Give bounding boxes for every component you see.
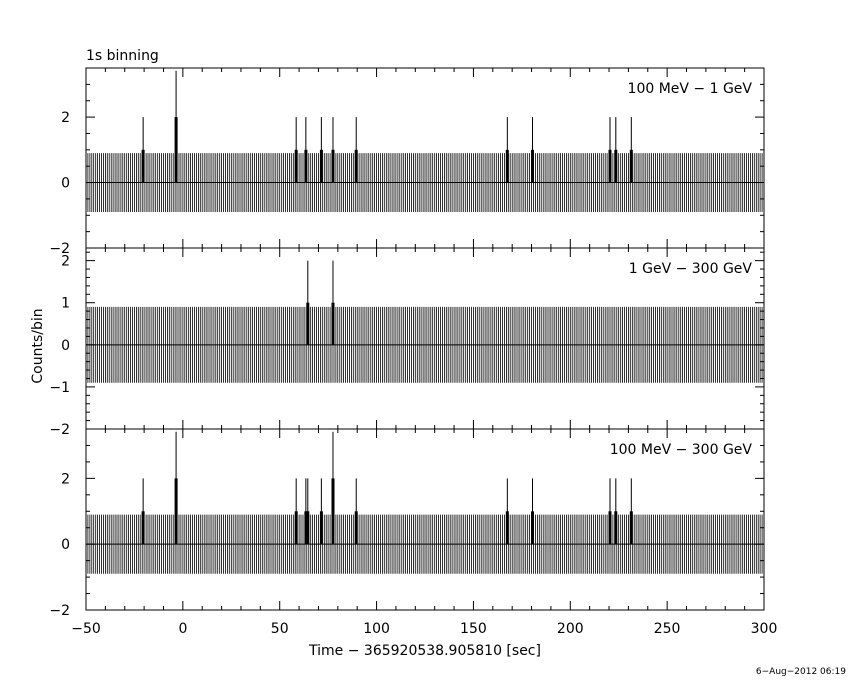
- y-tick-label: 1: [61, 296, 70, 312]
- count-bar: [608, 511, 612, 545]
- count-bar: [174, 117, 178, 183]
- count-bar: [505, 149, 509, 183]
- count-bar: [614, 511, 618, 545]
- y-tick-label: 0: [61, 176, 70, 192]
- y-tick-label: −2: [49, 241, 70, 257]
- count-bar: [331, 478, 335, 545]
- x-tick-label: 300: [751, 621, 778, 637]
- y-tick-label: 2: [61, 471, 70, 487]
- count-bar: [331, 149, 335, 183]
- count-bar: [319, 149, 323, 183]
- x-tick-label: 0: [178, 621, 187, 637]
- energy-band-label: 1 GeV − 300 GeV: [629, 261, 753, 277]
- y-tick-label: −2: [49, 603, 70, 619]
- chart-title: 1s binning: [86, 48, 159, 64]
- count-bar: [294, 149, 298, 183]
- x-tick-label: 200: [557, 621, 584, 637]
- panels-group: −2 0 2 100 MeV − 1 GeV −2 −1 0 1 2 1 GeV − 300 Ge…: [49, 67, 778, 637]
- count-bar: [531, 149, 534, 183]
- y-tick-label: −2: [49, 422, 70, 438]
- x-tick-label: −50: [71, 621, 101, 637]
- energy-band-label: 100 MeV − 1 GeV: [628, 81, 753, 97]
- count-bar: [141, 511, 145, 545]
- x-tick-label: 250: [654, 621, 681, 637]
- y-tick-label: 2: [61, 254, 70, 270]
- count-bar: [354, 149, 358, 183]
- count-bar: [629, 511, 633, 545]
- energy-band-label: 100 MeV − 300 GeV: [610, 442, 753, 458]
- count-bar: [141, 149, 145, 183]
- count-bar: [304, 149, 308, 183]
- count-bar: [505, 511, 509, 545]
- y-tick-label: 0: [61, 537, 70, 553]
- x-tick-label: 150: [460, 621, 487, 637]
- count-bar: [304, 511, 308, 545]
- panel-frame: [85, 428, 765, 611]
- y-tick-label: 2: [61, 110, 70, 126]
- count-bar: [319, 511, 323, 545]
- timestamp: 6−Aug−2012 06:19: [756, 667, 846, 677]
- panel-2: −2 −1 0 1 2 1 GeV − 300 GeV: [49, 247, 765, 438]
- x-tick-label: 100: [363, 621, 390, 637]
- count-bar: [331, 302, 335, 345]
- count-bar: [306, 511, 310, 545]
- y-axis-label: Counts/bin: [30, 308, 46, 383]
- count-bar: [531, 511, 534, 545]
- count-bar: [614, 149, 618, 183]
- count-bar: [629, 149, 633, 183]
- x-tick-label: 50: [271, 621, 289, 637]
- count-bar: [354, 511, 358, 545]
- count-bar: [306, 302, 310, 345]
- x-axis-label: Time − 365920538.905810 [sec]: [308, 643, 541, 659]
- count-bar: [174, 478, 178, 545]
- count-bar: [294, 511, 298, 545]
- panel-3: −2 0 2 100 MeV − 300 GeV −50 0 50 100 150 200 250 3…: [49, 428, 778, 637]
- y-tick-label: 0: [61, 338, 70, 354]
- y-tick-label: −1: [49, 380, 70, 396]
- panel-1: −2 0 2 100 MeV − 1 GeV: [49, 67, 765, 257]
- count-bar: [608, 149, 612, 183]
